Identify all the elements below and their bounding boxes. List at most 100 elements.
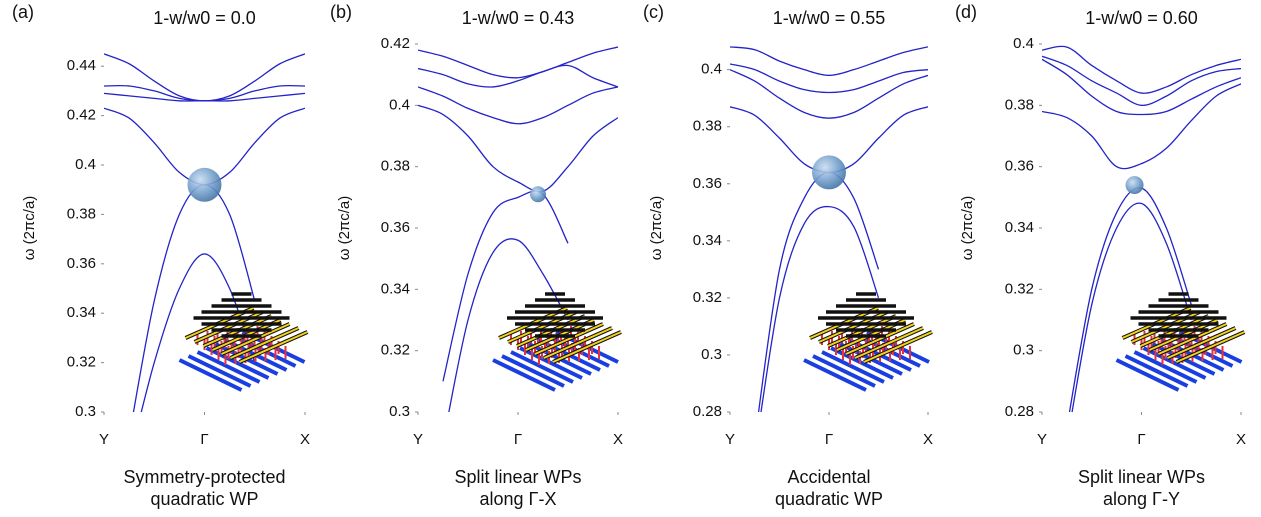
- y-tick-label: 0.44: [67, 57, 96, 74]
- panel-title: 1-w/w0 = 0.0: [153, 8, 256, 28]
- lattice-bar: [845, 323, 915, 355]
- lattice-bar: [230, 327, 299, 359]
- caption: along Γ-Y: [1103, 489, 1180, 509]
- lattice-bar: [187, 354, 252, 388]
- plot-area: [104, 53, 305, 412]
- y-tick-label: 0.36: [693, 175, 722, 192]
- weyl-point: [530, 186, 546, 203]
- y-tick-label: 0.38: [381, 158, 410, 175]
- y-axis-label: ω (2πc/a): [336, 196, 353, 261]
- panel-title: 1-w/w0 = 0.60: [1085, 8, 1198, 28]
- y-tick-label: 0.4: [75, 156, 96, 173]
- panel-title: 1-w/w0 = 0.43: [462, 8, 575, 28]
- band-line: [1068, 187, 1192, 412]
- lattice-bar: [543, 327, 613, 359]
- band-line: [1042, 45, 1241, 94]
- y-tick-label: 0.42: [67, 107, 96, 124]
- y-tick-label: 0.38: [1005, 96, 1034, 113]
- y-tick-label: 0.36: [67, 255, 96, 272]
- x-tick-label: X: [300, 431, 310, 448]
- x-tick-label: Y: [1037, 431, 1047, 448]
- y-tick-label: 0.28: [1005, 403, 1034, 420]
- band-line: [760, 205, 880, 412]
- y-axis-label: ω (2πc/a): [959, 196, 976, 261]
- panel-label: (c): [643, 2, 664, 22]
- lattice-inset: [492, 292, 622, 392]
- x-tick-label: Γ: [514, 431, 522, 448]
- y-tick-label: 0.32: [693, 289, 722, 306]
- band-line: [132, 184, 256, 412]
- y-tick-label: 0.34: [67, 304, 96, 321]
- band-line: [1042, 58, 1241, 116]
- y-tick-label: 0.34: [1005, 219, 1034, 236]
- lattice-bar: [196, 350, 261, 384]
- lattice-bar: [1133, 350, 1198, 384]
- band-line: [1071, 202, 1192, 412]
- y-tick-label: 0.4: [1013, 35, 1034, 52]
- x-tick-label: X: [613, 431, 623, 448]
- x-tick-label: Y: [725, 431, 735, 448]
- y-tick-label: 0.34: [381, 280, 410, 297]
- lattice-bar: [205, 346, 270, 380]
- y-tick-label: 0.3: [75, 403, 96, 420]
- lattice-bar: [501, 354, 565, 388]
- band-line: [1042, 55, 1241, 106]
- x-tick-label: Γ: [200, 431, 208, 448]
- y-tick-label: 0.3: [1013, 342, 1034, 359]
- band-line: [730, 46, 928, 77]
- caption: along Γ-X: [480, 489, 557, 509]
- weyl-point: [812, 155, 846, 190]
- lattice-inset: [1115, 292, 1246, 392]
- panel-label: (a): [12, 2, 34, 22]
- y-tick-label: 0.4: [389, 96, 410, 113]
- y-tick-label: 0.36: [1005, 158, 1034, 175]
- caption: quadratic WP: [150, 489, 258, 509]
- x-tick-label: X: [923, 431, 933, 448]
- y-tick-label: 0.38: [693, 118, 722, 135]
- weyl-point: [187, 167, 222, 202]
- caption: Accidental: [787, 467, 870, 487]
- lattice-bar: [221, 323, 290, 355]
- lattice-bar: [854, 327, 924, 359]
- lattice-bar: [519, 346, 583, 380]
- y-tick-label: 0.32: [381, 342, 410, 359]
- plot-area: [418, 46, 618, 412]
- lattice-bar: [492, 358, 556, 392]
- lattice-bar: [1176, 331, 1245, 363]
- band-line: [757, 171, 880, 412]
- band-line: [448, 238, 569, 412]
- y-axis-label: ω (2πc/a): [648, 196, 665, 261]
- band-line: [104, 92, 305, 102]
- y-tick-label: 0.38: [67, 205, 96, 222]
- lattice-bar: [1158, 323, 1227, 355]
- lattice-bar: [552, 331, 622, 363]
- band-line: [730, 63, 928, 94]
- y-tick-label: 0.3: [389, 403, 410, 420]
- y-tick-label: 0.28: [693, 403, 722, 420]
- band-line: [418, 64, 618, 88]
- lattice-bar: [1167, 327, 1236, 359]
- band-line: [418, 46, 618, 79]
- lattice-bar: [239, 331, 308, 363]
- y-tick-label: 0.4: [701, 61, 722, 78]
- caption: Split linear WPs: [454, 467, 581, 487]
- band-line: [104, 53, 305, 102]
- lattice-bar: [821, 350, 885, 384]
- band-line: [418, 104, 618, 193]
- plot-area: [1042, 45, 1241, 412]
- panel-label: (b): [330, 2, 352, 22]
- band-line: [1042, 83, 1241, 170]
- lattice-bar: [1115, 358, 1180, 392]
- lattice-bar: [812, 354, 876, 388]
- lattice-bar: [534, 323, 604, 355]
- caption: quadratic WP: [775, 489, 883, 509]
- x-tick-label: Γ: [825, 431, 833, 448]
- lattice-bar: [863, 331, 933, 363]
- band-line: [418, 86, 618, 125]
- caption: Split linear WPs: [1078, 467, 1205, 487]
- plot-area: [730, 46, 928, 412]
- y-tick-label: 0.32: [67, 354, 96, 371]
- band-line: [730, 69, 928, 119]
- x-tick-label: X: [1236, 431, 1246, 448]
